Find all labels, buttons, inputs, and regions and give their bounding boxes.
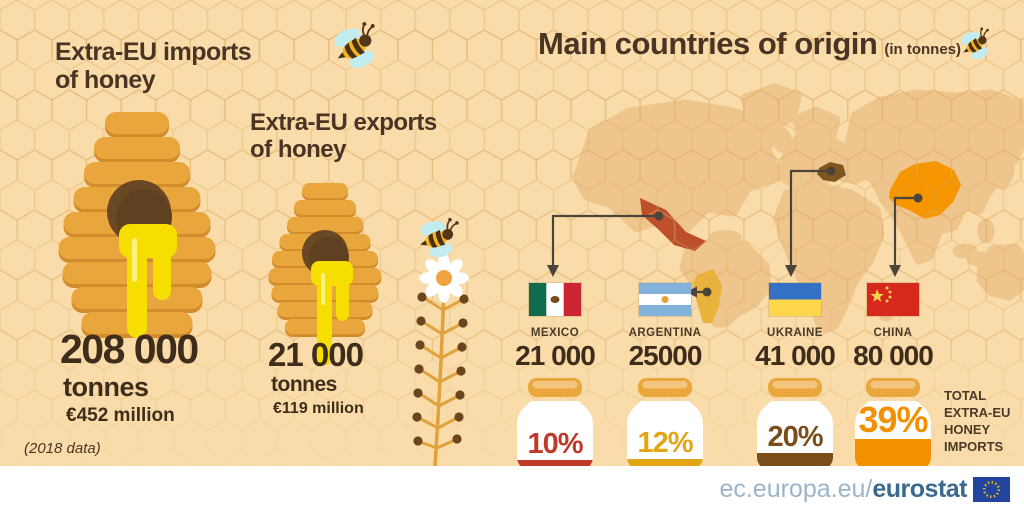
eu-flag-icon xyxy=(973,476,1010,502)
jar-fill xyxy=(517,460,593,470)
country-name: UKRAINE xyxy=(767,327,823,339)
country-value: 80 000 xyxy=(853,340,934,371)
daisy xyxy=(419,253,469,303)
jar-fill xyxy=(627,459,703,470)
jar-percent: 20% xyxy=(767,421,823,453)
honey-drip xyxy=(311,261,353,365)
imports-money: €452 million xyxy=(66,405,175,426)
jar-percent: 39% xyxy=(858,399,928,440)
exports-unit: tonnes xyxy=(271,373,337,396)
exports-money: €119 million xyxy=(273,400,364,417)
jar-fill xyxy=(757,453,833,470)
imports-title: Extra-EU imports of honey xyxy=(55,38,252,94)
jar-percent: 12% xyxy=(637,427,693,459)
jar-body xyxy=(627,401,703,470)
country-value: 41 000 xyxy=(755,340,836,371)
map-arrows xyxy=(547,166,923,298)
imports-value: 208 000 xyxy=(60,326,199,372)
arrow-china xyxy=(893,196,917,266)
country-name: CHINA xyxy=(873,327,913,339)
beehive-imports-icon xyxy=(58,112,216,338)
country-column-ukraine: UKRAINE 41 000 20% xyxy=(740,283,850,470)
mexico-flag xyxy=(529,283,581,316)
argentina-flag xyxy=(639,283,691,316)
exports-title: Extra-EU exports of honey xyxy=(250,109,437,163)
country-value: 25000 xyxy=(628,340,703,371)
jar-fill xyxy=(855,439,931,470)
honey-drip xyxy=(119,224,177,338)
china-flag xyxy=(867,283,919,316)
country-name: MEXICO xyxy=(530,327,580,339)
country-value: 21 000 xyxy=(515,340,596,371)
arrow-ukraine xyxy=(789,169,830,266)
main-title-group: Main countries of origin (in tonnes) xyxy=(538,26,961,62)
footer-bar: ec.europa.eu/eurostat xyxy=(0,466,1024,512)
main-title-unit: (in tonnes) xyxy=(884,41,961,58)
jar-percent: 10% xyxy=(527,428,583,460)
country-name: ARGENTINA xyxy=(628,327,702,339)
country-column-mexico: MEXICO 21 000 10% xyxy=(500,283,610,470)
total-imports-label: TOTAL EXTRA-EU HONEY IMPORTS xyxy=(944,388,1011,454)
honey-jar-icon: 20% xyxy=(755,378,835,470)
honey-jar-icon: 39% xyxy=(853,378,933,470)
beehive-exports-icon xyxy=(268,183,382,365)
imports-unit: tonnes xyxy=(63,372,149,402)
footer-url-bold: eurostat xyxy=(872,474,967,503)
honey-jar-icon: 12% xyxy=(625,378,705,470)
main-title: Main countries of origin xyxy=(538,26,878,61)
country-column-china: CHINA 80 000 39% xyxy=(838,283,948,470)
footer-link[interactable]: ec.europa.eu/eurostat xyxy=(719,475,967,504)
data-year-note: (2018 data) xyxy=(24,440,101,457)
flower-icon xyxy=(412,253,469,467)
jar-body xyxy=(517,401,593,470)
jar-body xyxy=(757,401,833,470)
exports-value: 21 000 xyxy=(268,336,364,373)
arrow-mexico xyxy=(551,214,658,266)
footer-url-prefix: ec.europa.eu/ xyxy=(719,474,873,503)
ukraine-flag xyxy=(769,283,821,316)
honey-jar-icon: 10% xyxy=(515,378,595,470)
country-column-argentina: ARGENTINA 25000 12% xyxy=(610,283,720,470)
